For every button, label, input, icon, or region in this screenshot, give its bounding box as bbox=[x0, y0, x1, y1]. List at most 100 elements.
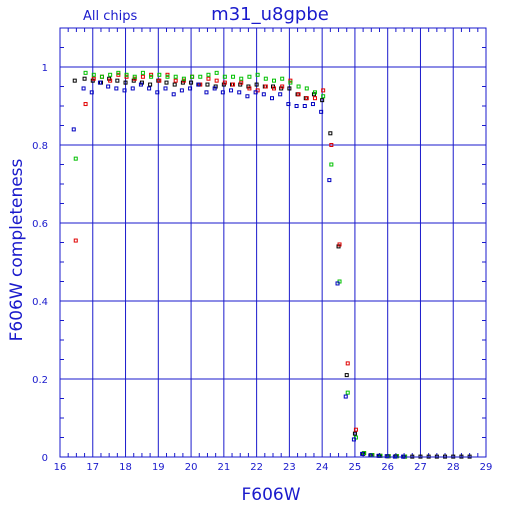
data-point-red bbox=[83, 102, 88, 107]
data-point-green bbox=[198, 74, 203, 79]
data-point-green bbox=[116, 70, 121, 75]
data-point-red bbox=[329, 143, 334, 147]
data-point-black bbox=[164, 80, 169, 85]
data-point-blue bbox=[171, 92, 176, 97]
data-point-red bbox=[247, 86, 252, 91]
data-point-black bbox=[82, 76, 87, 81]
x-tick-label: 25 bbox=[349, 462, 362, 473]
x-axis-title: F606W bbox=[241, 485, 300, 505]
x-tick-label: 23 bbox=[283, 462, 296, 473]
data-point-green bbox=[321, 94, 326, 99]
data-point-green bbox=[181, 76, 186, 81]
x-tick-label: 29 bbox=[480, 462, 493, 473]
chart-subtitle: All chips bbox=[83, 9, 137, 24]
data-point-green bbox=[231, 74, 236, 79]
data-point-black bbox=[352, 431, 357, 436]
data-point-blue bbox=[97, 80, 102, 85]
data-point-green bbox=[190, 74, 195, 79]
data-point-red bbox=[140, 74, 145, 79]
data-point-red bbox=[91, 76, 96, 81]
plot-frame bbox=[59, 27, 487, 458]
data-point-green bbox=[73, 156, 78, 161]
data-point-blue bbox=[188, 86, 193, 91]
data-point-blue bbox=[130, 86, 135, 91]
data-point-red bbox=[108, 78, 113, 83]
data-point-blue bbox=[360, 451, 365, 456]
y-tick-label: 1 bbox=[42, 63, 48, 74]
x-tick-label: 18 bbox=[119, 462, 132, 473]
x-tick-label: 20 bbox=[185, 462, 198, 473]
data-point-green bbox=[108, 72, 113, 77]
grid-lines bbox=[60, 28, 486, 457]
data-point-red bbox=[321, 88, 326, 93]
data-point-blue bbox=[71, 127, 76, 132]
y-tick-label: 0 bbox=[42, 453, 48, 464]
x-tick-label: 28 bbox=[447, 462, 460, 473]
data-point-red bbox=[263, 84, 268, 89]
data-point-green bbox=[296, 84, 301, 89]
data-point-red bbox=[337, 242, 342, 247]
x-tick-label: 22 bbox=[250, 462, 263, 473]
data-point-red bbox=[73, 238, 78, 243]
y-tick-label: 0.4 bbox=[32, 297, 48, 308]
data-point-black bbox=[72, 78, 77, 83]
data-point-black bbox=[205, 82, 210, 87]
data-point-blue bbox=[204, 90, 209, 95]
data-point-blue bbox=[335, 281, 340, 286]
data-point-blue bbox=[286, 102, 291, 107]
data-point-red bbox=[353, 427, 358, 432]
x-tick-label: 19 bbox=[152, 462, 165, 473]
y-tick-label: 0.6 bbox=[32, 219, 48, 230]
data-point-black bbox=[172, 82, 177, 87]
x-tick-label: 26 bbox=[381, 462, 394, 473]
data-point-green bbox=[149, 74, 154, 79]
data-point-blue bbox=[384, 454, 389, 459]
data-point-black bbox=[320, 98, 325, 103]
data-point-blue bbox=[343, 394, 348, 399]
data-point-red bbox=[296, 92, 301, 97]
data-point-black bbox=[189, 80, 194, 85]
data-point-blue bbox=[212, 86, 217, 91]
data-point-green bbox=[263, 76, 268, 81]
data-point-green bbox=[222, 74, 227, 79]
data-point-red bbox=[231, 82, 236, 87]
data-point-blue bbox=[163, 86, 168, 91]
data-point-red bbox=[312, 96, 317, 101]
data-point-blue bbox=[147, 86, 152, 91]
data-point-blue bbox=[81, 86, 86, 91]
data-point-green bbox=[173, 74, 178, 79]
data-point-blue bbox=[327, 178, 332, 183]
data-point-blue bbox=[245, 94, 250, 99]
data-point-green bbox=[132, 74, 137, 79]
data-point-blue bbox=[138, 82, 143, 87]
data-point-blue bbox=[106, 84, 111, 89]
data-point-black bbox=[148, 82, 153, 87]
data-point-red bbox=[239, 80, 244, 85]
data-point-blue bbox=[122, 88, 127, 93]
data-point-green bbox=[239, 76, 244, 81]
data-point-blue bbox=[229, 88, 234, 93]
data-point-blue bbox=[261, 92, 266, 97]
data-point-blue bbox=[220, 90, 225, 95]
x-tick-label: 27 bbox=[414, 462, 427, 473]
data-point-blue bbox=[351, 437, 356, 442]
data-point-green bbox=[329, 162, 334, 167]
data-point-green bbox=[272, 78, 276, 83]
data-points bbox=[71, 70, 472, 459]
data-point-black bbox=[328, 131, 333, 136]
data-point-black bbox=[287, 86, 292, 91]
data-point-blue bbox=[310, 102, 315, 107]
data-point-black bbox=[254, 82, 259, 87]
data-point-blue bbox=[237, 90, 242, 95]
data-point-black bbox=[344, 373, 349, 378]
data-point-green bbox=[214, 70, 219, 75]
data-point-black bbox=[115, 78, 120, 83]
data-point-red bbox=[222, 80, 227, 85]
data-point-red bbox=[304, 96, 309, 101]
data-point-blue bbox=[319, 109, 324, 114]
data-point-blue bbox=[294, 104, 299, 108]
data-point-red bbox=[345, 361, 350, 366]
data-point-green bbox=[288, 80, 293, 85]
y-tick-label: 0.2 bbox=[32, 375, 48, 386]
